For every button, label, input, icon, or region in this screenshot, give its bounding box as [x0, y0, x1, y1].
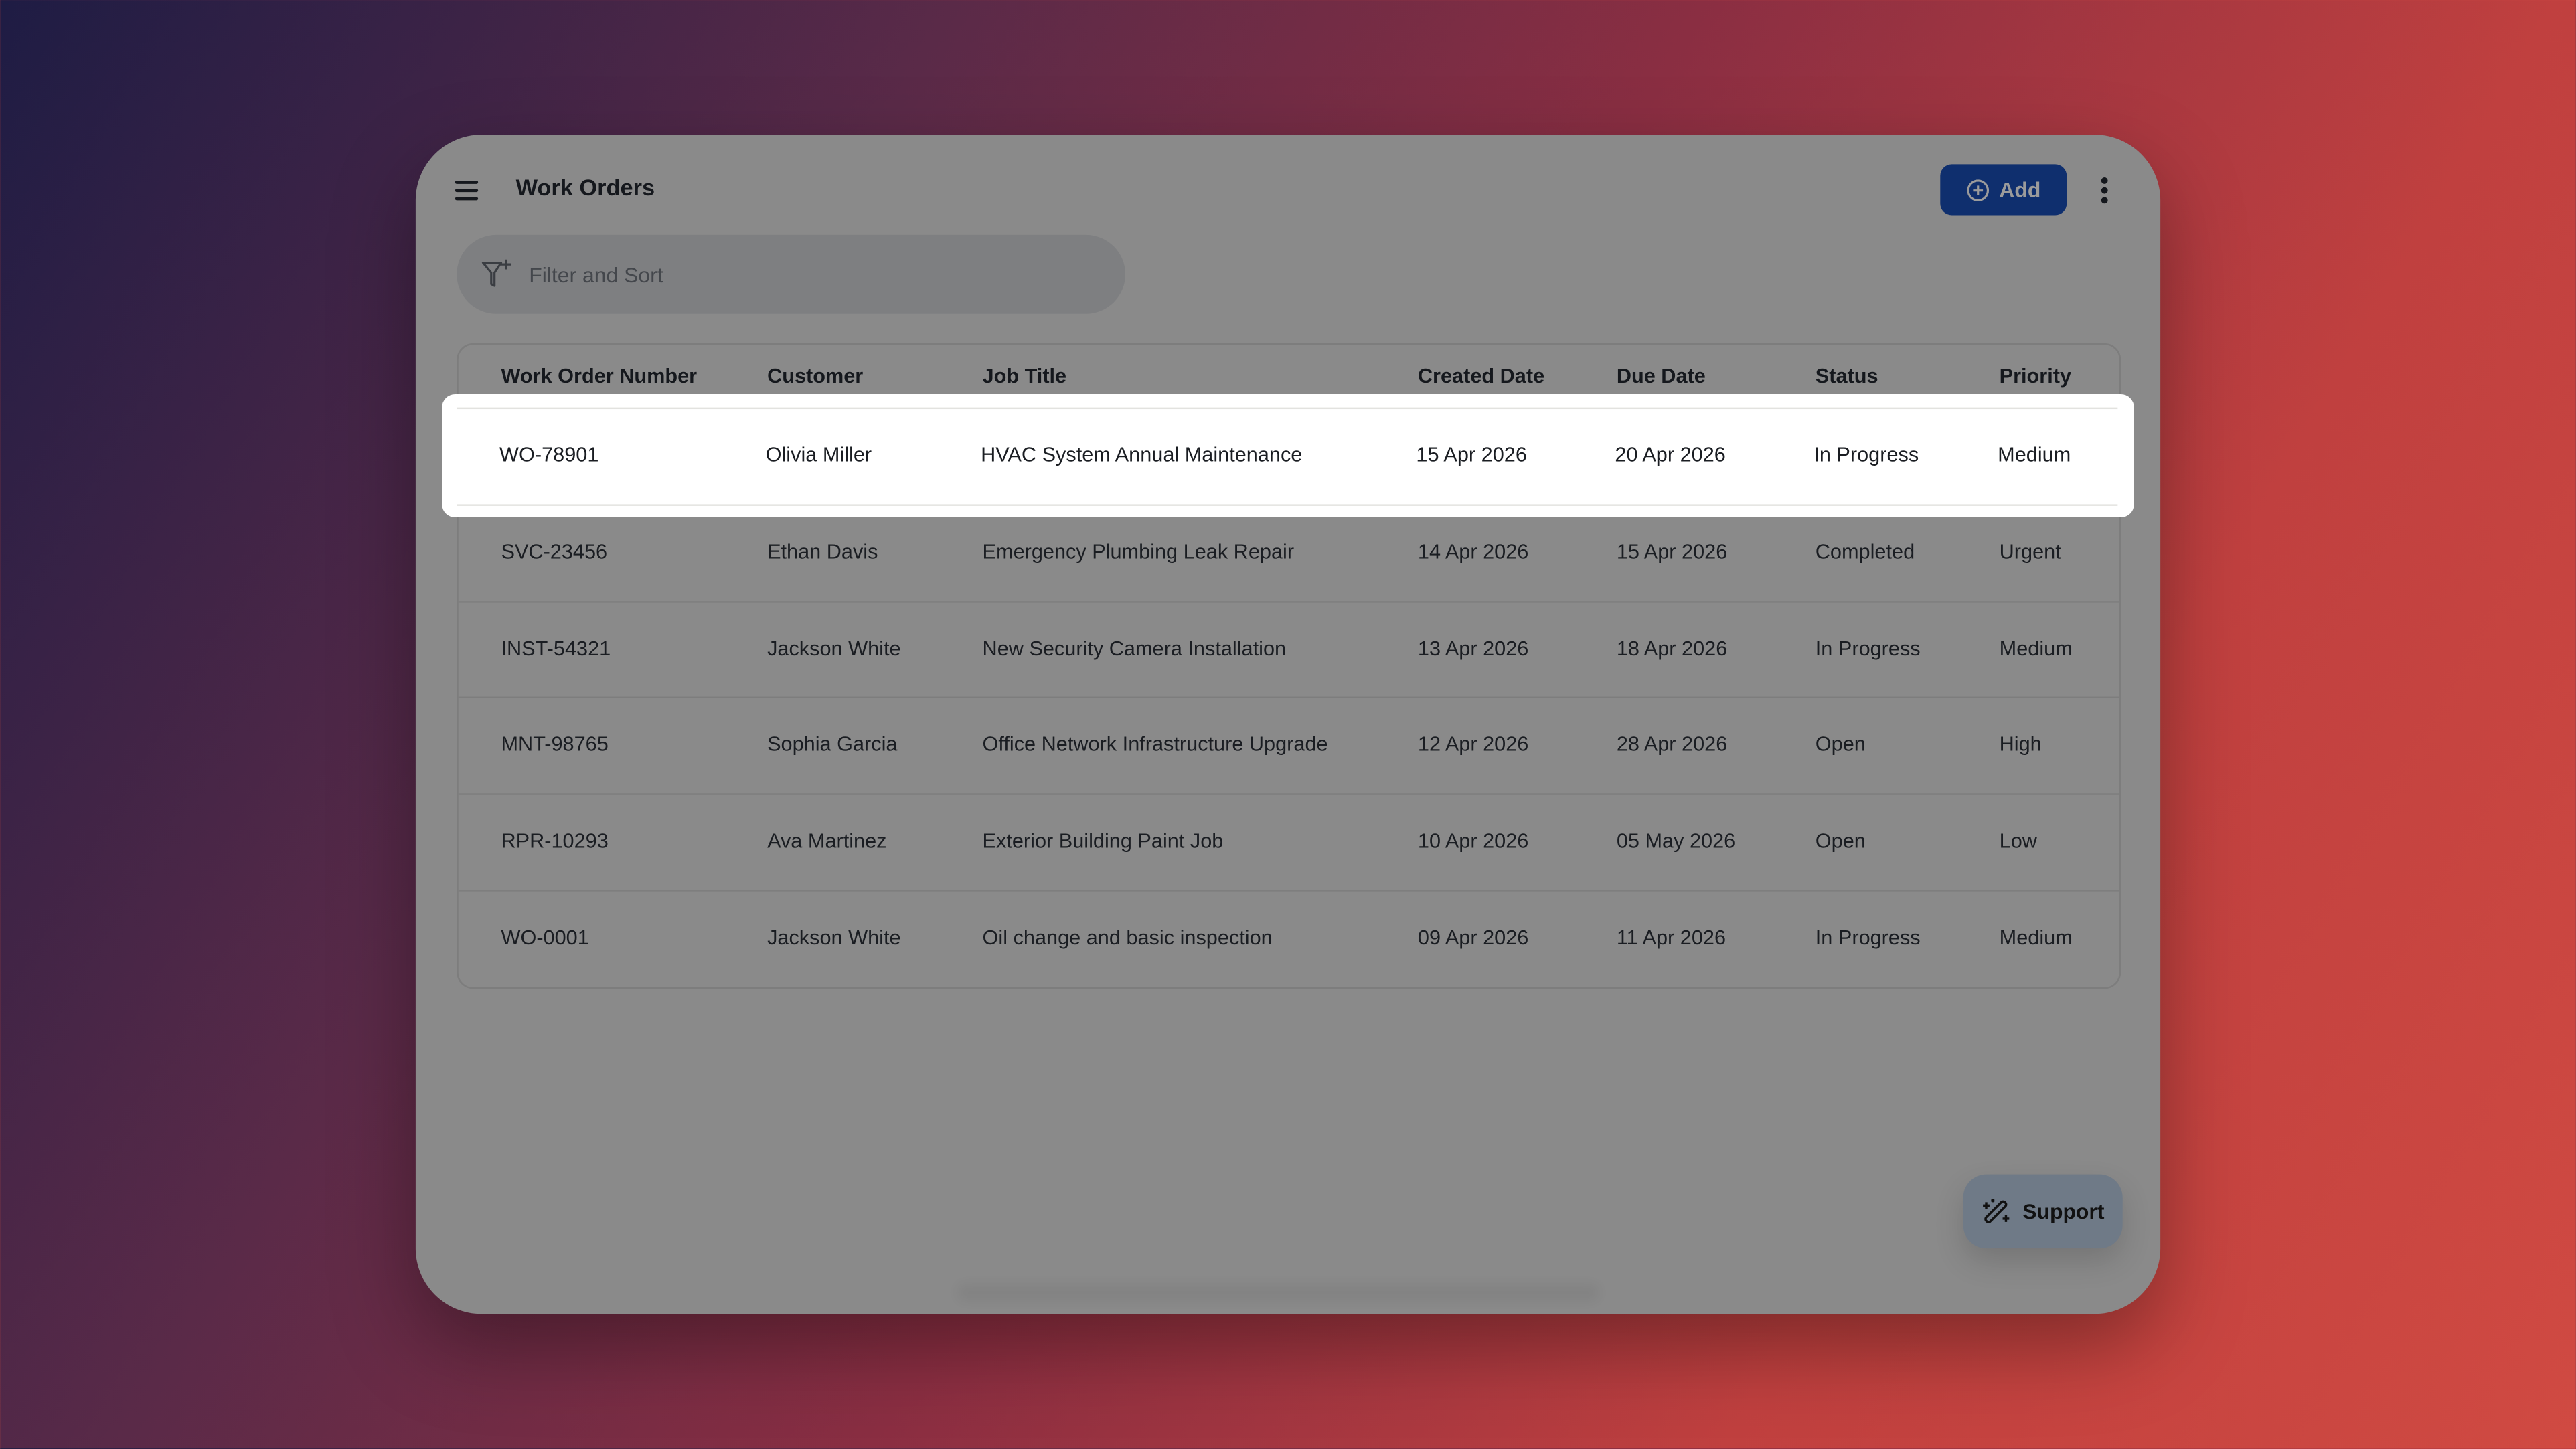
cell-customer: Sophia Garcia [767, 733, 898, 756]
table-row[interactable]: MNT-98765 Sophia Garcia Office Network Inf… [458, 697, 2119, 794]
cell-created-date: 10 Apr 2026 [1417, 829, 1529, 853]
cell-job-title: HVAC System Annual Maintenance [981, 443, 1303, 466]
cell-priority: Medium [1998, 443, 2071, 466]
table-row[interactable]: WO-78901 Olivia Miller HVAC System Annual … [457, 407, 2118, 506]
column-header-work-order-number[interactable]: Work Order Number [501, 364, 698, 388]
cell-customer: Ava Martinez [767, 829, 887, 853]
scroll-shadow [957, 1284, 1599, 1301]
cell-work-order-number: MNT-98765 [501, 733, 609, 756]
cell-due-date: 05 May 2026 [1616, 829, 1736, 853]
cell-status: In Progress [1814, 443, 1919, 466]
table-row[interactable]: INST-54321 Jackson White New Security Came… [458, 600, 2119, 697]
cell-customer: Olivia Miller [765, 443, 872, 466]
cell-work-order-number: INST-54321 [501, 636, 611, 660]
cell-due-date: 15 Apr 2026 [1616, 539, 1728, 564]
cell-job-title: Office Network Infrastructure Upgrade [982, 733, 1328, 756]
cell-due-date: 28 Apr 2026 [1616, 733, 1728, 756]
plus-circle-icon [1967, 179, 1989, 201]
cell-created-date: 12 Apr 2026 [1417, 733, 1529, 756]
cell-created-date: 13 Apr 2026 [1417, 636, 1529, 660]
column-header-priority[interactable]: Priority [1999, 364, 2072, 388]
cell-status: Open [1815, 733, 1866, 756]
cell-work-order-number: SVC-23456 [501, 539, 608, 564]
cell-customer: Jackson White [767, 636, 901, 660]
cell-priority: Low [1999, 829, 2037, 853]
add-button[interactable]: Add [1940, 164, 2067, 216]
cell-due-date: 18 Apr 2026 [1616, 636, 1728, 660]
support-label: Support [2022, 1199, 2105, 1224]
cell-due-date: 11 Apr 2026 [1616, 926, 1726, 950]
table-row[interactable]: SVC-23456 Ethan Davis Emergency Plumbing L… [458, 503, 2119, 601]
cell-created-date: 15 Apr 2026 [1416, 443, 1527, 466]
cell-customer: Ethan Davis [767, 539, 878, 564]
cell-job-title: Exterior Building Paint Job [982, 829, 1224, 853]
column-header-due-date[interactable]: Due Date [1616, 364, 1706, 388]
cell-customer: Jackson White [767, 926, 901, 950]
cell-work-order-number: WO-0001 [501, 926, 589, 950]
cell-status: Open [1815, 829, 1866, 853]
page-title: Work Orders [515, 174, 655, 201]
cell-job-title: Emergency Plumbing Leak Repair [982, 539, 1295, 564]
work-orders-table: Work Order Number Customer Job Title Create… [457, 343, 2121, 989]
support-button[interactable]: Support [1963, 1174, 2123, 1249]
cell-priority: High [1999, 733, 2042, 756]
cell-priority: Urgent [1999, 539, 2061, 564]
highlighted-row-overlay: WO-78901 Olivia Miller HVAC System Annual … [442, 394, 2134, 518]
cell-work-order-number: RPR-10293 [501, 829, 609, 853]
cell-job-title: Oil change and basic inspection [982, 926, 1273, 950]
hamburger-icon[interactable] [455, 180, 479, 201]
column-header-status[interactable]: Status [1815, 364, 1878, 388]
cell-created-date: 09 Apr 2026 [1417, 926, 1529, 950]
cell-created-date: 14 Apr 2026 [1417, 539, 1529, 564]
cell-status: Completed [1815, 539, 1915, 564]
magic-wand-icon [1983, 1198, 2010, 1223]
cell-work-order-number: WO-78901 [499, 443, 599, 466]
cell-priority: Medium [1999, 636, 2073, 660]
kebab-icon[interactable] [2101, 177, 2108, 207]
table-row[interactable]: RPR-10293 Ava Martinez Exterior Building P… [458, 793, 2119, 891]
cell-status: In Progress [1815, 636, 1921, 660]
filter-sort-input[interactable] [526, 260, 1091, 288]
cell-due-date: 20 Apr 2026 [1615, 443, 1726, 466]
column-header-created-date[interactable]: Created Date [1417, 364, 1545, 388]
column-header-job-title[interactable]: Job Title [982, 364, 1067, 388]
work-orders-window: Work Orders Add Work Order Number Custome… [415, 135, 2161, 1314]
cell-job-title: New Security Camera Installation [982, 636, 1287, 660]
filter-sort-field[interactable] [457, 234, 1126, 314]
cell-status: In Progress [1815, 926, 1921, 950]
filter-plus-icon [481, 259, 511, 287]
add-button-label: Add [1999, 177, 2041, 202]
cell-priority: Medium [1999, 926, 2073, 950]
table-row[interactable]: WO-0001 Jackson White Oil change and basic… [458, 890, 2119, 987]
column-header-customer[interactable]: Customer [767, 364, 864, 388]
